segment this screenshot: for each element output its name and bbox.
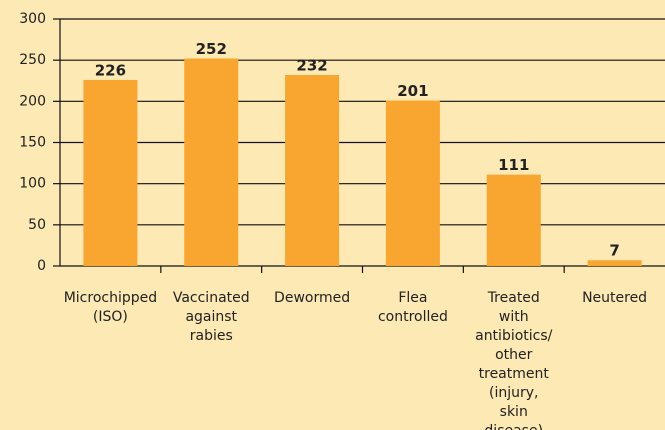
label-line: Microchipped	[64, 290, 157, 306]
label-line: Dewormed	[274, 290, 350, 306]
bar	[184, 58, 239, 266]
value-label: 111	[498, 156, 529, 174]
label-line: Flea	[398, 290, 427, 306]
x-tick-label: Vaccinated against rabies	[173, 290, 250, 344]
label-line: with	[499, 309, 529, 325]
y-tick-label: 50	[28, 217, 46, 233]
x-tick-label: Dewormed	[274, 290, 350, 306]
label-line: Neutered	[582, 290, 647, 306]
x-tick-label: Microchipped (ISO)	[64, 290, 157, 325]
y-tick-label: 250	[19, 52, 46, 68]
label-line: disease)	[484, 423, 543, 430]
bar	[285, 74, 340, 266]
label-line: controlled	[378, 309, 448, 325]
label-line: Vaccinated	[173, 290, 250, 306]
value-label: 226	[95, 61, 126, 79]
label-line: skin	[500, 404, 528, 420]
label-line: Treated	[487, 290, 540, 306]
bar	[83, 79, 138, 266]
y-tick-label: 150	[19, 135, 46, 151]
value-label: 232	[296, 56, 327, 74]
label-line: (injury,	[489, 385, 538, 401]
label-line: other	[495, 347, 533, 363]
x-tick-label: Treated with antibiotics/other treatment (in…	[475, 290, 553, 430]
label-line: (ISO)	[93, 309, 128, 325]
y-tick-label: 0	[37, 258, 46, 274]
y-tick-label: 300	[19, 11, 46, 27]
y-tick-label: 100	[19, 176, 46, 192]
label-line: against	[185, 309, 237, 325]
label-line: rabies	[190, 328, 233, 344]
y-tick-label: 200	[19, 93, 46, 109]
bar	[486, 174, 541, 266]
value-label: 252	[196, 40, 227, 58]
x-tick-label: Flea controlled	[378, 290, 448, 325]
value-label: 7	[609, 242, 619, 260]
bar	[385, 100, 440, 266]
label-line: antibiotics/	[475, 328, 553, 344]
x-tick-label: Neutered	[582, 290, 647, 306]
value-label: 201	[397, 82, 428, 100]
bar	[587, 260, 642, 266]
label-line: treatment	[479, 366, 550, 382]
